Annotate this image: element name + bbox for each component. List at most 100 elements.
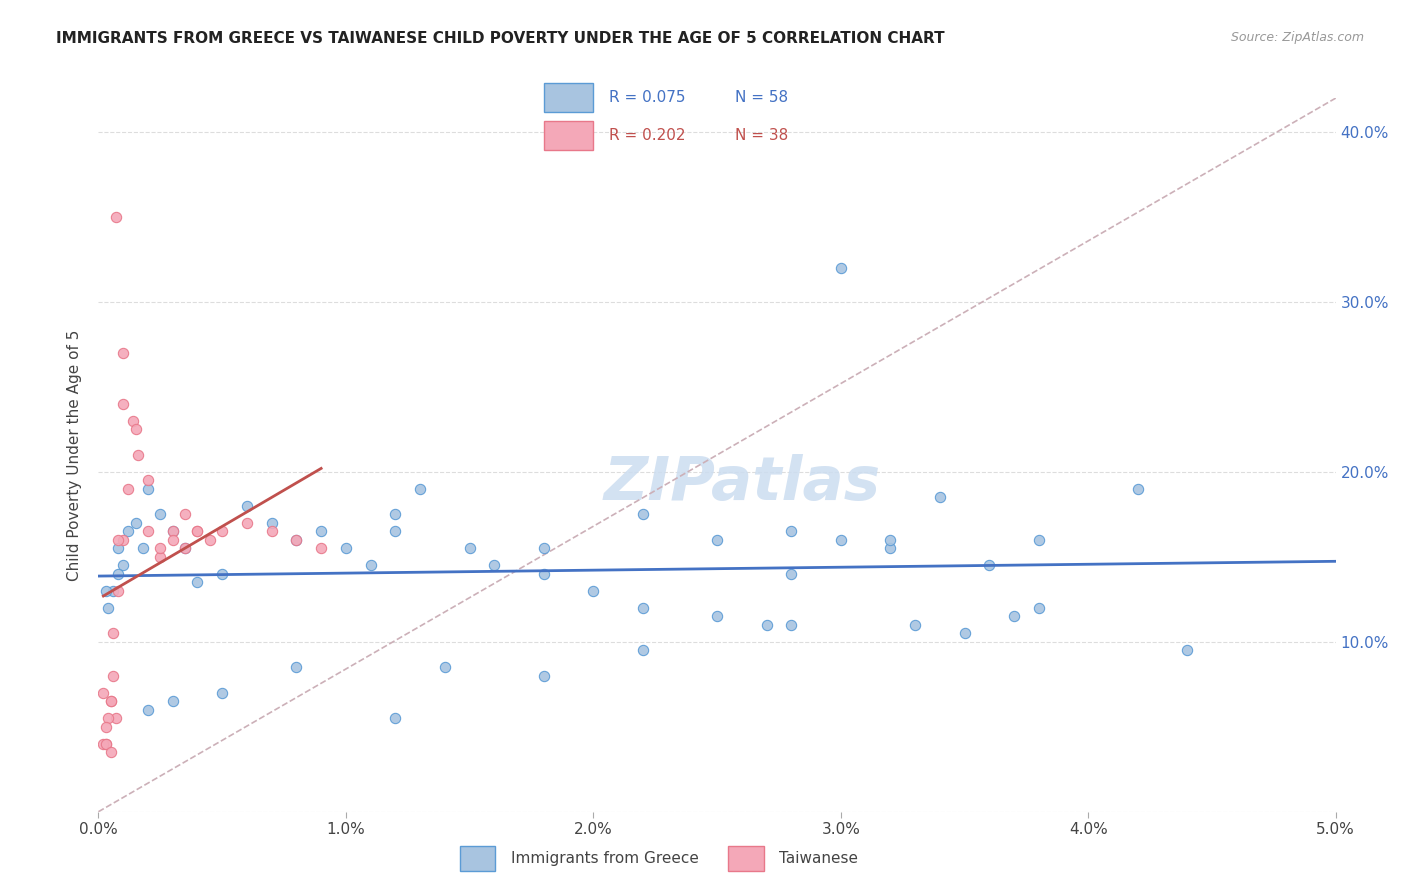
Point xyxy=(409,482,432,496)
Point xyxy=(132,541,155,556)
Point xyxy=(904,617,927,632)
Point xyxy=(285,533,308,547)
Point xyxy=(112,558,135,573)
Point xyxy=(198,533,221,547)
Point xyxy=(93,737,115,751)
Text: Immigrants from Greece: Immigrants from Greece xyxy=(510,851,699,866)
Point xyxy=(879,533,901,547)
Text: R = 0.075: R = 0.075 xyxy=(609,90,685,104)
Point xyxy=(103,669,125,683)
Point xyxy=(631,643,654,657)
Point xyxy=(706,609,728,624)
Bar xyxy=(544,121,593,150)
Point xyxy=(953,626,976,640)
Point xyxy=(149,508,172,522)
Point xyxy=(100,694,122,708)
Point xyxy=(136,474,159,488)
Point xyxy=(124,422,146,436)
Point xyxy=(1175,643,1198,657)
Point xyxy=(780,566,803,581)
Point xyxy=(384,524,406,539)
Point xyxy=(136,703,159,717)
Point xyxy=(928,491,950,505)
Point xyxy=(706,533,728,547)
Point xyxy=(100,694,122,708)
Point xyxy=(103,626,125,640)
Point xyxy=(285,533,308,547)
Point xyxy=(309,524,332,539)
Point xyxy=(162,533,184,547)
Point xyxy=(104,711,127,725)
Point xyxy=(309,541,332,556)
Text: N = 58: N = 58 xyxy=(735,90,789,104)
Point xyxy=(979,558,1001,573)
Point xyxy=(236,516,259,530)
Point xyxy=(162,524,184,539)
Point xyxy=(124,516,146,530)
Point xyxy=(117,482,139,496)
Point xyxy=(174,541,197,556)
Point xyxy=(755,617,778,632)
Point xyxy=(136,482,159,496)
Point xyxy=(830,260,852,275)
Point xyxy=(186,524,208,539)
Point xyxy=(1126,482,1149,496)
Bar xyxy=(460,847,495,871)
Point xyxy=(112,397,135,411)
Point xyxy=(174,508,197,522)
Point xyxy=(260,516,283,530)
Point xyxy=(149,549,172,564)
Point xyxy=(107,541,129,556)
Point xyxy=(97,600,120,615)
Point xyxy=(533,566,555,581)
Point xyxy=(1028,600,1050,615)
Point xyxy=(94,737,117,751)
Point xyxy=(162,694,184,708)
Point xyxy=(384,508,406,522)
Point xyxy=(104,210,127,224)
Point xyxy=(211,686,233,700)
Bar xyxy=(544,83,593,112)
Point xyxy=(211,566,233,581)
Point xyxy=(97,711,120,725)
Point xyxy=(211,524,233,539)
Point xyxy=(360,558,382,573)
Point xyxy=(780,617,803,632)
Point xyxy=(174,541,197,556)
Point xyxy=(458,541,481,556)
Point xyxy=(1002,609,1025,624)
Point xyxy=(149,541,172,556)
Point xyxy=(285,660,308,674)
Point xyxy=(484,558,506,573)
Point xyxy=(94,583,117,598)
Point xyxy=(533,669,555,683)
Point xyxy=(384,711,406,725)
Point xyxy=(830,533,852,547)
Point xyxy=(100,745,122,759)
Point xyxy=(107,533,129,547)
Point xyxy=(117,524,139,539)
Point xyxy=(107,583,129,598)
Y-axis label: Child Poverty Under the Age of 5: Child Poverty Under the Age of 5 xyxy=(67,329,83,581)
Text: IMMIGRANTS FROM GREECE VS TAIWANESE CHILD POVERTY UNDER THE AGE OF 5 CORRELATION: IMMIGRANTS FROM GREECE VS TAIWANESE CHIL… xyxy=(56,31,945,46)
Point xyxy=(136,524,159,539)
Text: ZIPatlas: ZIPatlas xyxy=(603,454,880,513)
Point xyxy=(122,414,145,428)
Point xyxy=(335,541,357,556)
Point xyxy=(186,575,208,590)
Point xyxy=(93,686,115,700)
Point xyxy=(162,524,184,539)
Text: R = 0.202: R = 0.202 xyxy=(609,128,685,143)
Point xyxy=(127,448,149,462)
Point xyxy=(103,583,125,598)
Point xyxy=(260,524,283,539)
Point xyxy=(186,524,208,539)
Point xyxy=(94,720,117,734)
Point xyxy=(631,600,654,615)
Text: N = 38: N = 38 xyxy=(735,128,789,143)
Point xyxy=(780,524,803,539)
Point xyxy=(533,541,555,556)
Point xyxy=(112,533,135,547)
Point xyxy=(1028,533,1050,547)
Point xyxy=(631,508,654,522)
